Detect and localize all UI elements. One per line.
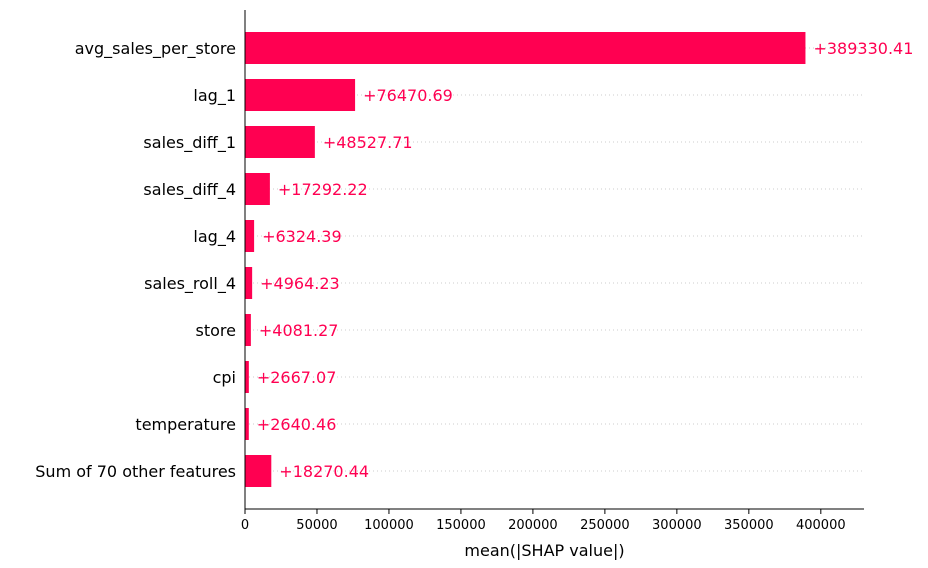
x-tick-label: 400000 (796, 518, 846, 533)
row-guide-lines (245, 47, 864, 472)
value-label: +76470.69 (363, 86, 453, 105)
bar (245, 361, 249, 393)
bar (245, 267, 253, 299)
x-axis-ticks: 0 50000 100000 150000 200000 250000 300000 3500… (241, 509, 846, 533)
category-label: sales_diff_4 (143, 180, 236, 200)
x-tick-label: 100000 (364, 518, 414, 533)
x-axis-title: mean(|SHAP value|) (464, 541, 624, 560)
category-labels: avg_sales_per_store lag_1 sales_diff_1sale… (35, 39, 236, 481)
bar (245, 408, 249, 440)
value-label: +2667.07 (257, 368, 337, 387)
x-tick-label: 300000 (652, 518, 702, 533)
value-label: +18270.44 (279, 462, 369, 481)
x-tick-label: 0 (241, 518, 249, 533)
category-label: sales_diff_1 (143, 133, 236, 153)
bar (245, 314, 251, 346)
bar (245, 455, 272, 487)
value-labels: +389330.41 +76470.69 +48527.71 +17292.22 +63… (257, 39, 914, 481)
bar (245, 79, 356, 111)
x-tick-label: 350000 (724, 518, 774, 533)
category-label: Sum of 70 other features (35, 462, 236, 481)
category-label: temperature (135, 415, 236, 434)
category-label: lag_4 (193, 227, 236, 247)
bar (245, 220, 255, 252)
x-tick-label: 50000 (296, 518, 337, 533)
value-label: +389330.41 (813, 39, 913, 58)
x-tick-label: 200000 (508, 518, 558, 533)
value-label: +17292.22 (278, 180, 368, 199)
category-label: cpi (213, 368, 236, 387)
value-label: +4964.23 (260, 274, 340, 293)
category-label: store (196, 321, 236, 340)
value-label: +6324.39 (262, 227, 342, 246)
category-label: lag_1 (193, 86, 236, 106)
x-tick-label: 150000 (436, 518, 486, 533)
value-label: +48527.71 (323, 133, 413, 152)
value-label: +4081.27 (259, 321, 339, 340)
x-tick-label: 250000 (580, 518, 630, 533)
bar (245, 126, 315, 158)
value-label: +2640.46 (257, 415, 337, 434)
bar (245, 173, 270, 205)
category-label: sales_roll_4 (144, 274, 236, 294)
category-label: avg_sales_per_store (75, 39, 236, 59)
bar (245, 32, 806, 64)
bars (245, 32, 806, 487)
